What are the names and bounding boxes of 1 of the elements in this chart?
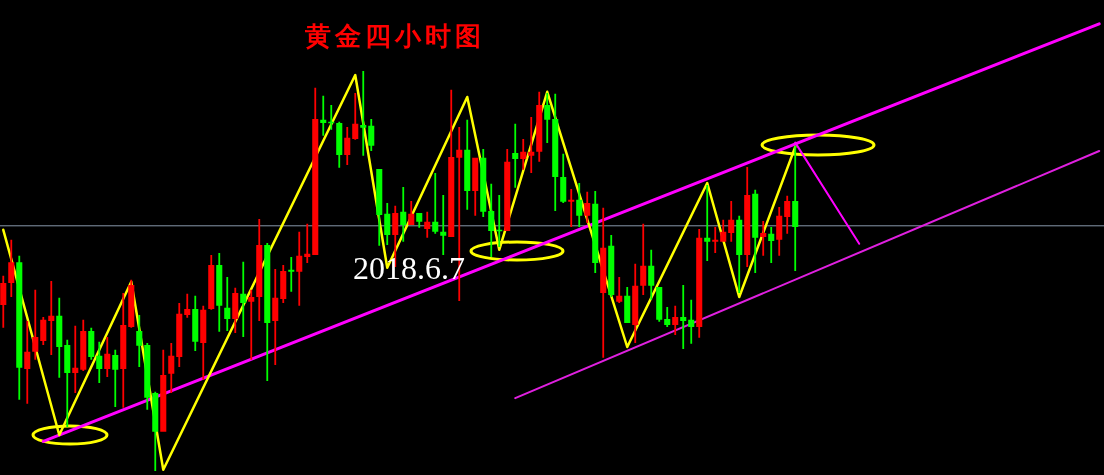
- chart-title: 黄金四小时图: [304, 22, 485, 51]
